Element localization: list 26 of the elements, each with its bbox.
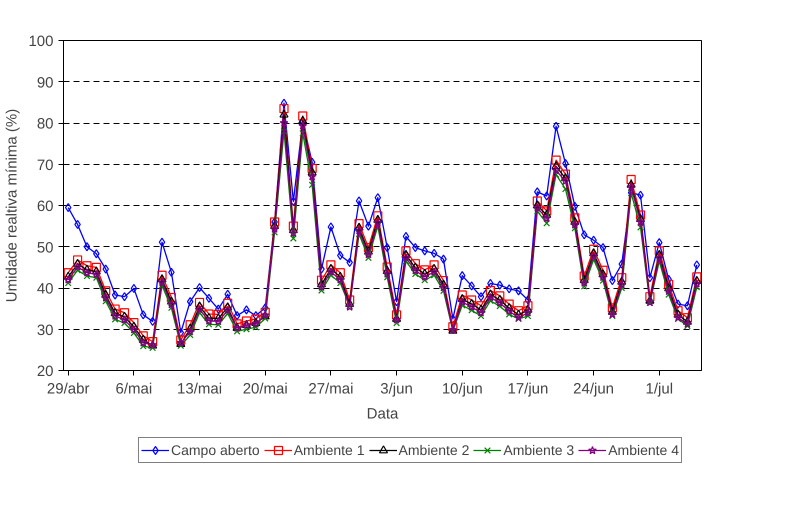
y-axis-title: Umidade realtiva mínima (%) xyxy=(3,108,20,302)
y-tick-label: 70 xyxy=(36,156,54,174)
legend-label: Campo aberto xyxy=(170,442,260,458)
x-tick-label: 10/jun xyxy=(442,380,483,398)
y-tick-label: 40 xyxy=(36,280,54,298)
y-tick-label: 80 xyxy=(36,116,54,132)
x-tick-label: 24/jun xyxy=(573,380,614,398)
x-tick-label: 6/mai xyxy=(116,380,152,398)
x-tick-label: 17/jun xyxy=(507,380,548,398)
x-tick-label: 20/mai xyxy=(242,380,288,398)
x-tick-label: 13/mai xyxy=(177,380,222,398)
legend-label: Ambiente 2 xyxy=(398,442,470,458)
x-tick-label: 3/jun xyxy=(380,380,413,398)
y-tick-label: 20 xyxy=(36,363,54,380)
y-tick-label: 100 xyxy=(28,33,54,50)
legend-label: Ambiente 4 xyxy=(608,442,680,458)
y-tick-label: 30 xyxy=(36,322,54,339)
legend-label: Ambiente 3 xyxy=(503,442,574,458)
x-tick-label: 29/abr xyxy=(46,380,90,398)
y-tick-label: 60 xyxy=(36,198,54,215)
y-tick-label: 50 xyxy=(36,239,54,256)
y-tick-label: 90 xyxy=(36,74,54,92)
x-axis-title: Data xyxy=(366,406,399,422)
legend-label: Ambiente 1 xyxy=(294,442,365,458)
x-tick-label: 27/mai xyxy=(308,380,354,398)
x-tick-label: 1/jul xyxy=(646,380,674,398)
